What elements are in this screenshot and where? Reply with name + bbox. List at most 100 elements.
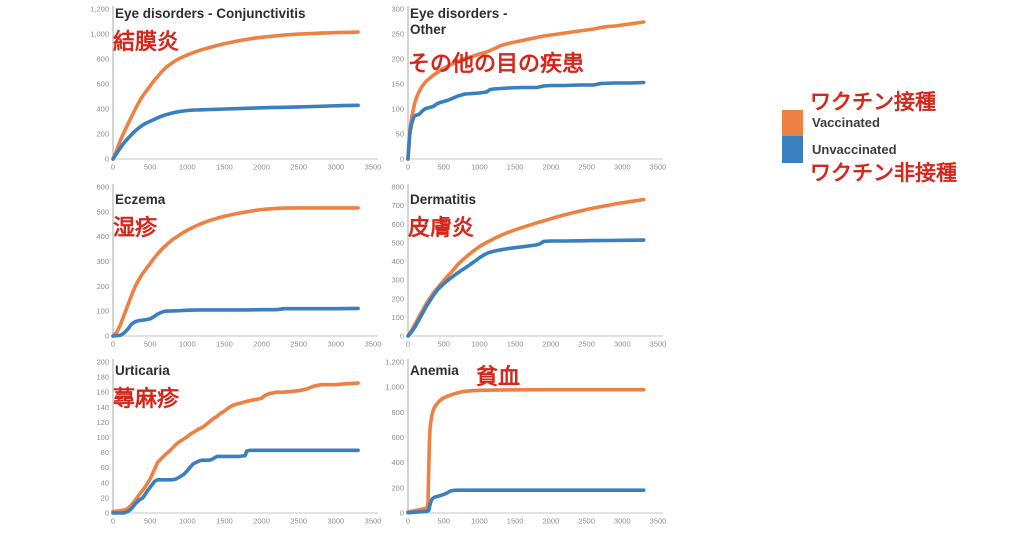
x-tick-label: 1000 [471, 163, 488, 172]
y-tick-label: 1,200 [385, 358, 404, 367]
x-tick-label: 500 [144, 340, 157, 349]
x-tick-label: 2000 [253, 517, 270, 526]
y-tick-label: 400 [391, 458, 404, 467]
y-tick-label: 500 [391, 238, 404, 247]
chart-svg: 0 100 200 300 400 500 600 0 500 1000 1500 2000 2500 3… [96, 183, 382, 349]
chart-title: Dermatitis [410, 192, 477, 207]
x-tick-label: 1500 [216, 340, 233, 349]
x-tick-label: 1500 [507, 517, 524, 526]
unvaccinated-series-line [406, 80, 646, 161]
chart-title: Eye disorders - Other [410, 6, 508, 37]
y-tick-label: 1,000 [90, 30, 109, 39]
x-tick-label: 2500 [578, 517, 595, 526]
y-tick-label: 0 [400, 155, 404, 164]
y-tick-label: 200 [391, 55, 404, 64]
chart-svg: 0 200 400 600 800 1,000 1,200 0 500 1000 1500 2000 2… [90, 5, 382, 172]
x-tick-label: 3000 [328, 517, 345, 526]
y-tick-label: 120 [96, 418, 109, 427]
x-tick-label: 1000 [179, 163, 196, 172]
chart-urticaria: Urticaria 蕁麻疹 0 20 40 60 80 100 120 140 160 180 20… [85, 355, 385, 529]
chart-canvas: 0 20 40 60 80 100 120 140 160 180 200 0 500 1000 1500 2… [85, 355, 385, 529]
y-tick-label: 200 [96, 282, 109, 291]
vaccinated-series-line [111, 206, 360, 338]
chart-annotation-jp: その他の目の疾患 [408, 51, 585, 76]
unvaccinated-series-line [111, 306, 360, 338]
x-tick-label: 1000 [471, 340, 488, 349]
x-tick-label: 3500 [650, 517, 667, 526]
chart-canvas: 0 200 400 600 800 1,000 1,200 0 500 1000 1500 2000 2… [85, 2, 385, 175]
chart-annotation-jp: 皮膚炎 [408, 215, 475, 240]
x-tick-label: 2500 [290, 163, 307, 172]
x-tick-label: 0 [111, 163, 115, 172]
chart-title: Eye disorders - Conjunctivitis [115, 6, 306, 21]
y-tick-label: 200 [96, 358, 109, 367]
y-tick-label: 40 [101, 478, 109, 487]
x-tick-label: 0 [406, 340, 410, 349]
y-tick-label: 0 [400, 332, 404, 341]
chart-dermatitis: Dermatitis 皮膚炎 0 100 200 300 400 500 600 700 800… [380, 180, 670, 352]
x-tick-label: 1000 [179, 517, 196, 526]
x-tick-label: 3000 [614, 517, 631, 526]
y-tick-label: 300 [391, 276, 404, 285]
y-tick-label: 0 [105, 155, 109, 164]
y-tick-label: 150 [391, 80, 404, 89]
y-tick-label: 250 [391, 30, 404, 39]
x-tick-label: 3500 [365, 163, 382, 172]
y-tick-label: 100 [96, 307, 109, 316]
y-tick-label: 300 [96, 257, 109, 266]
legend-vaccinated-label: Vaccinated [812, 115, 880, 130]
chart-svg: 0 200 400 600 800 1,000 1,200 0 500 1000 1500 2000 2… [385, 358, 667, 526]
y-tick-label: 180 [96, 373, 109, 382]
x-tick-label: 0 [111, 340, 115, 349]
x-tick-label: 0 [406, 517, 410, 526]
y-tick-label: 200 [391, 483, 404, 492]
y-tick-label: 500 [96, 207, 109, 216]
y-tick-label: 400 [391, 257, 404, 266]
x-tick-label: 500 [144, 163, 157, 172]
x-tick-label: 3500 [650, 340, 667, 349]
unvaccinated-series-line [406, 488, 646, 515]
legend: ワクチン接種 Vaccinated Unvaccinated ワクチン非接種 [782, 86, 1012, 186]
x-tick-label: 1500 [216, 517, 233, 526]
legend-unvaccinated-label: Unvaccinated [812, 142, 897, 157]
y-tick-label: 0 [105, 332, 109, 341]
chart-title: Eczema [115, 192, 166, 207]
x-tick-label: 0 [111, 517, 115, 526]
chart-annotation-jp: 結膜炎 [113, 29, 180, 54]
chart-annotation-jp: 貧血 [476, 364, 521, 389]
x-tick-label: 3000 [614, 340, 631, 349]
x-tick-label: 2000 [543, 517, 560, 526]
x-tick-label: 0 [406, 163, 410, 172]
chart-anemia: Anemia 貧血 0 200 400 600 800 1,000 1,200 0 500 100… [380, 355, 670, 529]
x-tick-label: 1000 [471, 517, 488, 526]
y-tick-label: 300 [391, 5, 404, 14]
y-tick-label: 200 [96, 130, 109, 139]
x-tick-label: 3500 [365, 340, 382, 349]
x-tick-label: 2500 [290, 340, 307, 349]
chart-svg: 0 100 200 300 400 500 600 700 800 0 500 1000 1500 200… [391, 183, 667, 349]
y-tick-label: 600 [96, 183, 109, 192]
chart-canvas: 0 100 200 300 400 500 600 700 800 0 500 1000 1500 200… [380, 180, 670, 352]
x-tick-label: 1000 [179, 340, 196, 349]
x-tick-label: 3000 [328, 340, 345, 349]
chart-title: Anemia [410, 363, 459, 378]
chart-title: Urticaria [115, 363, 170, 378]
chart-annotation-jp: 蕁麻疹 [113, 386, 180, 411]
y-tick-label: 0 [105, 509, 109, 518]
x-tick-label: 3500 [365, 517, 382, 526]
chart-canvas: 0 100 200 300 400 500 600 0 500 1000 1500 2000 2500 3… [85, 180, 385, 352]
vaccinated-series-line [111, 30, 360, 161]
x-tick-label: 2000 [253, 163, 270, 172]
y-tick-label: 50 [396, 130, 404, 139]
legend-unvaccinated-swatch [782, 136, 803, 163]
y-tick-label: 100 [391, 313, 404, 322]
y-tick-label: 700 [391, 201, 404, 210]
y-tick-label: 600 [96, 80, 109, 89]
y-tick-label: 80 [101, 448, 109, 457]
chart-annotation-jp: 湿疹 [113, 215, 158, 240]
x-tick-label: 2500 [578, 340, 595, 349]
chart-eye-disorders-other: Eye disorders - Other その他の目の疾患 0 50 100 150… [380, 2, 670, 175]
vaccinated-series-line [111, 381, 360, 514]
x-tick-label: 2500 [290, 517, 307, 526]
y-tick-label: 200 [391, 294, 404, 303]
